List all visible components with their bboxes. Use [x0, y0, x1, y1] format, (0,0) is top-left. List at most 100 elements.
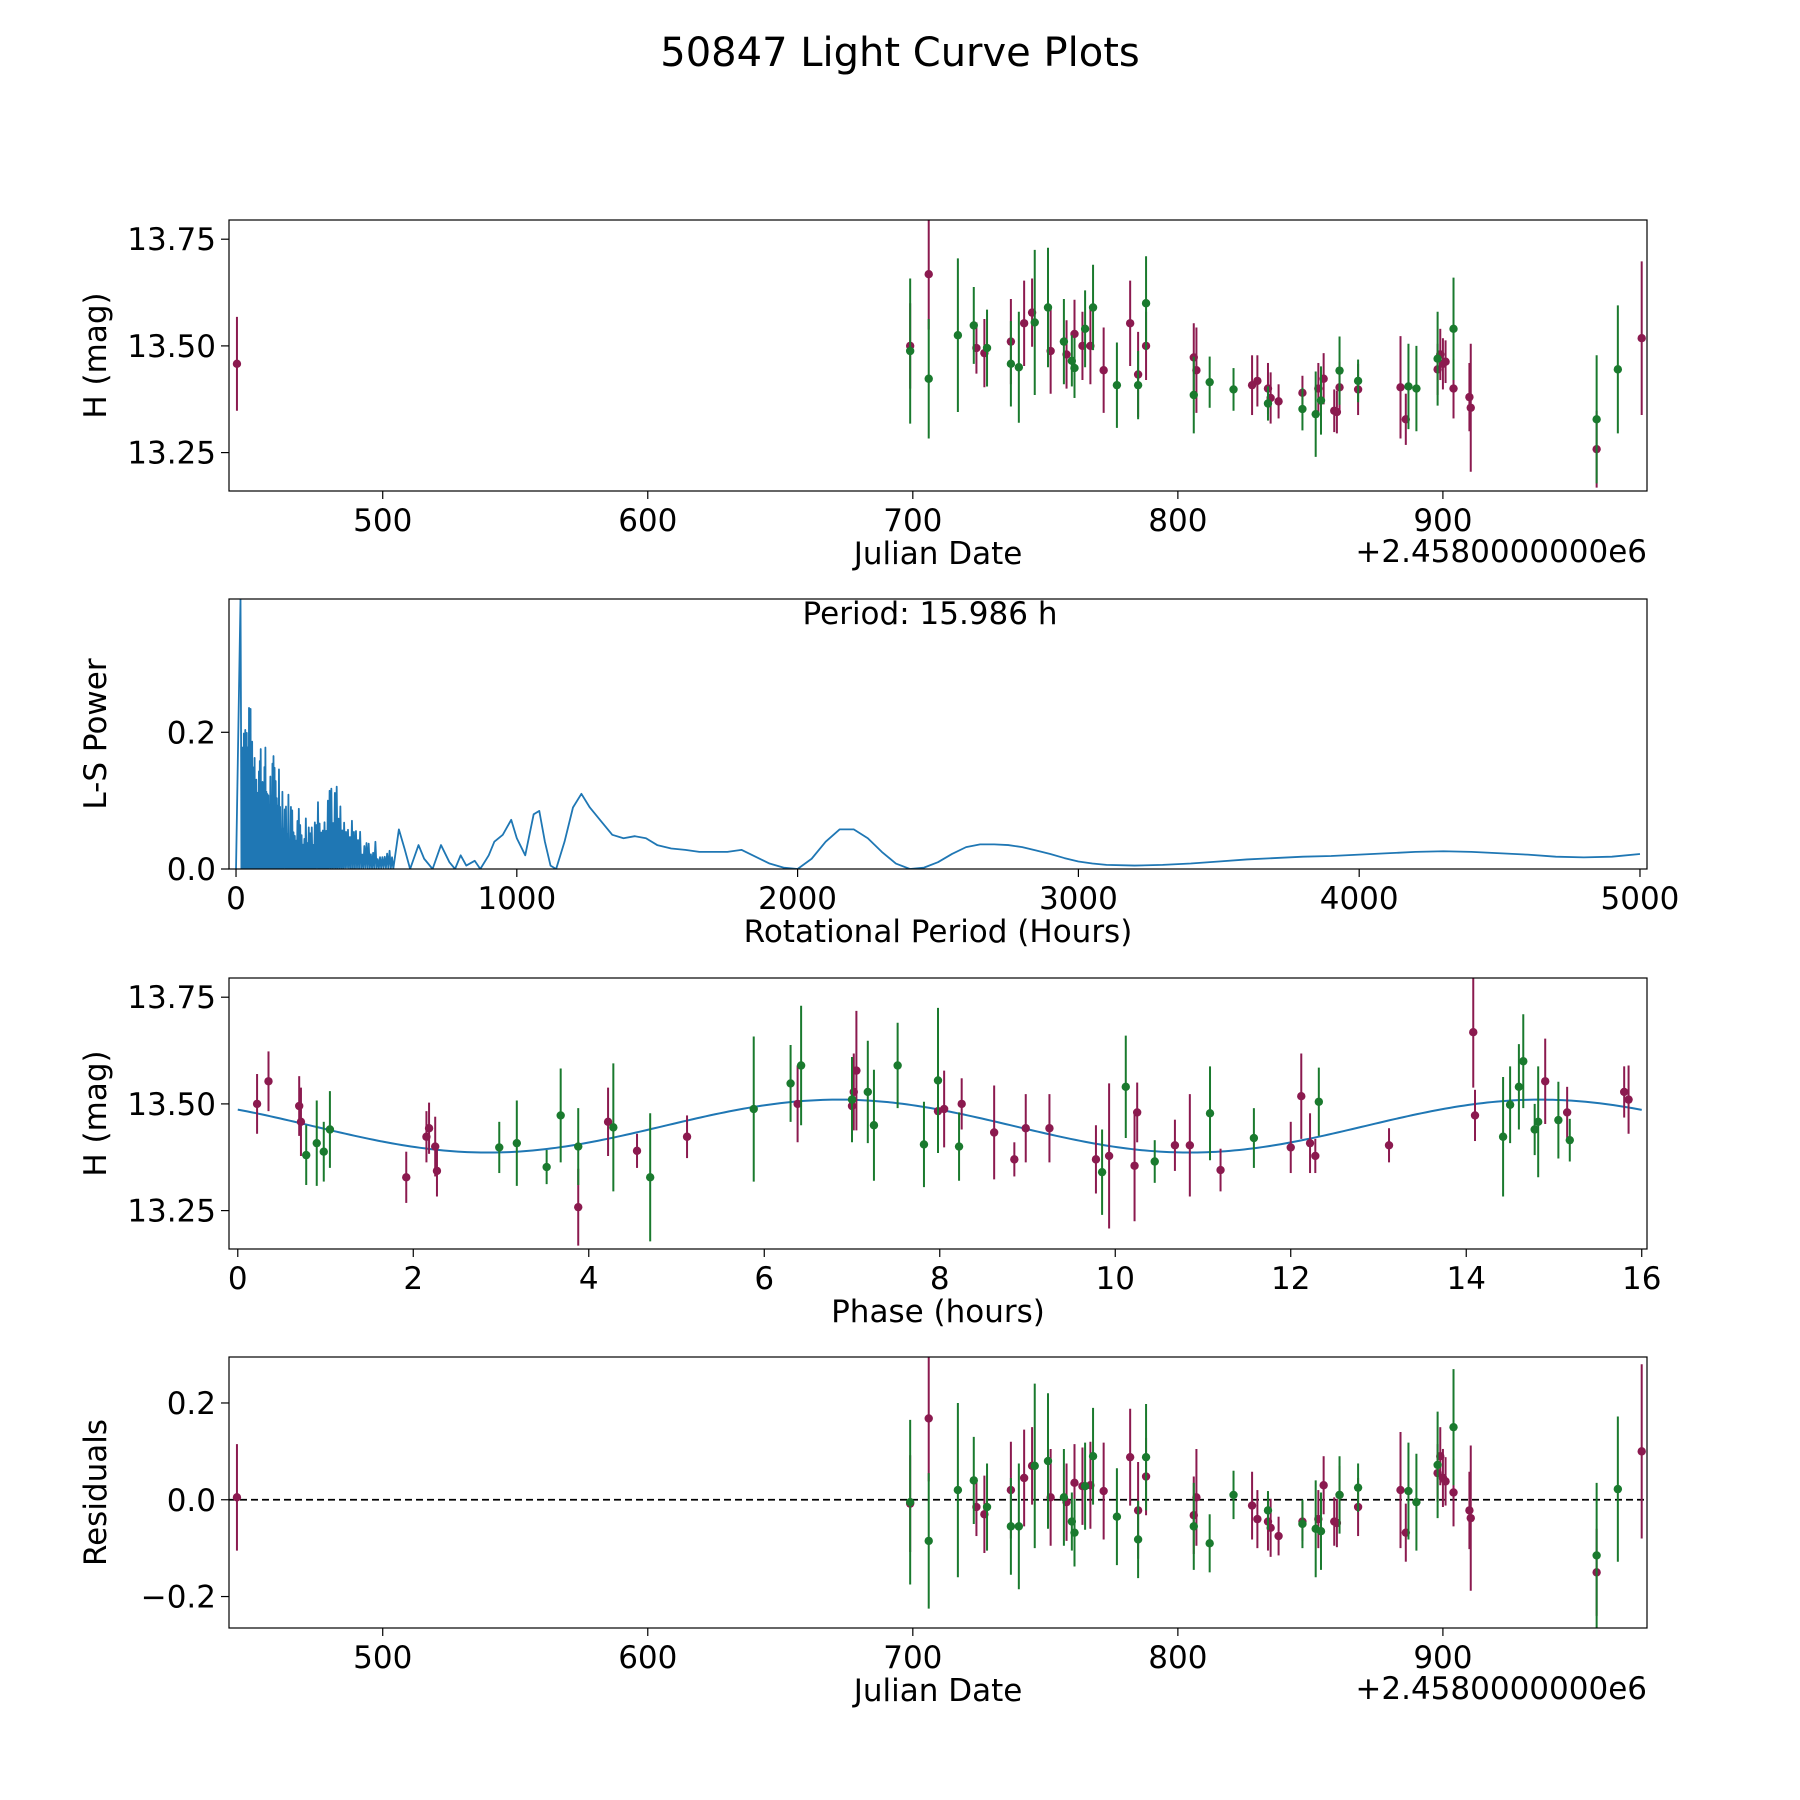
phase-folded-point-green: [319, 1147, 328, 1156]
phase-folded-point-magenta: [1305, 1138, 1315, 1148]
light-curve-ylabel: H (mag): [78, 292, 114, 418]
light-curve-point-magenta: [232, 359, 242, 369]
residuals-xlabel: Julian Date: [852, 1673, 1023, 1709]
phase-folded-point-magenta: [294, 1101, 304, 1111]
residuals-point-green: [1335, 1490, 1344, 1500]
residuals-point-green: [1263, 1506, 1273, 1515]
light-curve-point-green: [924, 374, 933, 383]
phase-folded-point-magenta: [296, 1117, 306, 1127]
light-curve-point-magenta: [1449, 384, 1458, 393]
light-curve-point-green: [1263, 399, 1273, 408]
residuals-point-magenta: [1466, 1513, 1475, 1523]
residuals-point-green: [1080, 1482, 1090, 1491]
phase-folded-point-green: [869, 1121, 879, 1130]
residuals-point-green: [1592, 1551, 1601, 1560]
residuals-panel: 500 600 700 800 900 −0.2 0.0 0.2 Julian Date Resi…: [78, 1356, 1648, 1709]
light-curve-plot-area: [232, 220, 1646, 488]
residuals-point-green: [1043, 1456, 1053, 1466]
residuals-point-magenta: [1070, 1478, 1079, 1488]
light-curve-point-green: [1404, 382, 1413, 391]
phase-folded-point-magenta: [957, 1099, 966, 1109]
light-curve-point-magenta: [1441, 357, 1450, 366]
light-curve-point-magenta: [1465, 392, 1474, 402]
light-curve-point-magenta: [1019, 319, 1029, 328]
light-curve-panel: 500 600 700 800 900 13.25 13.50 13.75 Julian Dat…: [78, 219, 1648, 572]
residuals-point-green: [1316, 1527, 1326, 1536]
phase-folded-point-green: [1519, 1057, 1528, 1066]
phase-folded-point-green: [1565, 1135, 1574, 1145]
phase-folded-point-magenta: [1104, 1151, 1114, 1161]
light-curve-point-green: [1070, 363, 1079, 373]
light-curve-point-green: [1311, 409, 1320, 419]
residuals-point-green: [982, 1502, 992, 1512]
light-curve-point-green: [1613, 365, 1623, 374]
phase-folded-point-magenta: [603, 1117, 613, 1127]
residuals-point-green: [1298, 1519, 1307, 1529]
phase-folded-point-magenta: [682, 1132, 692, 1141]
light-curve-point-green: [1043, 303, 1053, 312]
light-curve-point-green: [1205, 377, 1214, 387]
phase-folded-plot-area: [237, 978, 1642, 1246]
phase-folded-point-green: [1533, 1117, 1543, 1127]
light-curve-point-green: [1316, 396, 1326, 405]
phase-folded-point-green: [1097, 1167, 1107, 1177]
residuals-point-green: [1112, 1512, 1122, 1521]
residuals-point-green: [1229, 1490, 1238, 1500]
light-curve-point-green: [1412, 384, 1421, 393]
light-curve-point-green: [1229, 385, 1238, 394]
phase-folded-ytick-label: 13.75: [127, 980, 216, 1016]
phase-folded-point-green: [1121, 1082, 1130, 1092]
phase-folded-panel: 0 2 4 6 8 10 12 14 16 13.25 13.50 13.75 Phase (hours…: [78, 977, 1661, 1330]
phase-folded-frame: [228, 977, 1648, 1250]
light-curve-point-green: [1014, 363, 1024, 372]
residuals-point-green: [1205, 1539, 1214, 1548]
residuals-offset-label: +2.4580000000e6: [1355, 1671, 1647, 1707]
residuals-point-magenta: [924, 1414, 933, 1423]
phase-folded-point-magenta: [1469, 1028, 1478, 1037]
phase-folded-point-green: [847, 1095, 857, 1104]
phase-folded-point-green: [786, 1079, 795, 1088]
phase-folded-ytick-label: 13.50: [127, 1087, 216, 1123]
periodogram-xtick-label: 1000: [477, 881, 556, 917]
residuals-point-green: [1030, 1461, 1039, 1471]
residuals-point-magenta: [1099, 1486, 1108, 1496]
light-curve-point-green: [1080, 324, 1090, 334]
light-curve-xtick-label: 800: [1148, 503, 1207, 539]
phase-folded-point-magenta: [1311, 1151, 1320, 1161]
light-curve-point-green: [953, 331, 963, 340]
periodogram-xlabel: Rotational Period (Hours): [744, 914, 1133, 950]
phase-folded-point-green: [1514, 1082, 1524, 1092]
periodogram-ytick-label: 0.2: [167, 715, 216, 751]
residuals-point-magenta: [1125, 1452, 1135, 1462]
light-curve-offset-label: +2.4580000000e6: [1355, 534, 1647, 570]
phase-folded-point-green: [542, 1162, 551, 1172]
light-curve-xtick-label: 600: [618, 503, 677, 539]
light-curve-point-green: [1353, 376, 1363, 386]
residuals-frame: [228, 1356, 1648, 1629]
phase-folded-point-magenta: [793, 1099, 802, 1109]
residuals-point-magenta: [1441, 1477, 1450, 1486]
phase-folded-point-green: [1498, 1132, 1508, 1141]
phase-folded-point-green: [325, 1125, 335, 1134]
residuals-point-green: [953, 1485, 963, 1495]
periodogram-xtick-label: 4000: [1320, 881, 1399, 917]
periodogram-xtick-label: 3000: [1039, 881, 1118, 917]
phase-folded-point-green: [749, 1104, 758, 1114]
residuals-point-green: [1433, 1460, 1442, 1470]
phase-folded-point-magenta: [1619, 1087, 1629, 1097]
phase-folded-point-magenta: [432, 1166, 442, 1176]
light-curve-point-green: [1133, 380, 1143, 390]
light-curve-point-magenta: [1466, 403, 1475, 412]
periodogram-panel: 0 1000 2000 3000 4000 5000 0.0 0.2 Rotational Pe…: [78, 596, 1679, 950]
residuals-point-magenta: [1465, 1506, 1474, 1515]
phase-folded-point-magenta: [1132, 1108, 1142, 1117]
residuals-point-green: [1014, 1522, 1024, 1531]
residuals-point-green: [924, 1536, 933, 1546]
light-curve-point-green: [1189, 390, 1198, 400]
light-curve-point-magenta: [1396, 383, 1405, 392]
residuals-point-green: [905, 1497, 915, 1507]
phase-folded-ylabel: H (mag): [78, 1050, 114, 1176]
residuals-point-green: [1404, 1486, 1413, 1496]
periodogram-line: [235, 599, 1641, 869]
light-curve-point-green: [1433, 354, 1442, 363]
